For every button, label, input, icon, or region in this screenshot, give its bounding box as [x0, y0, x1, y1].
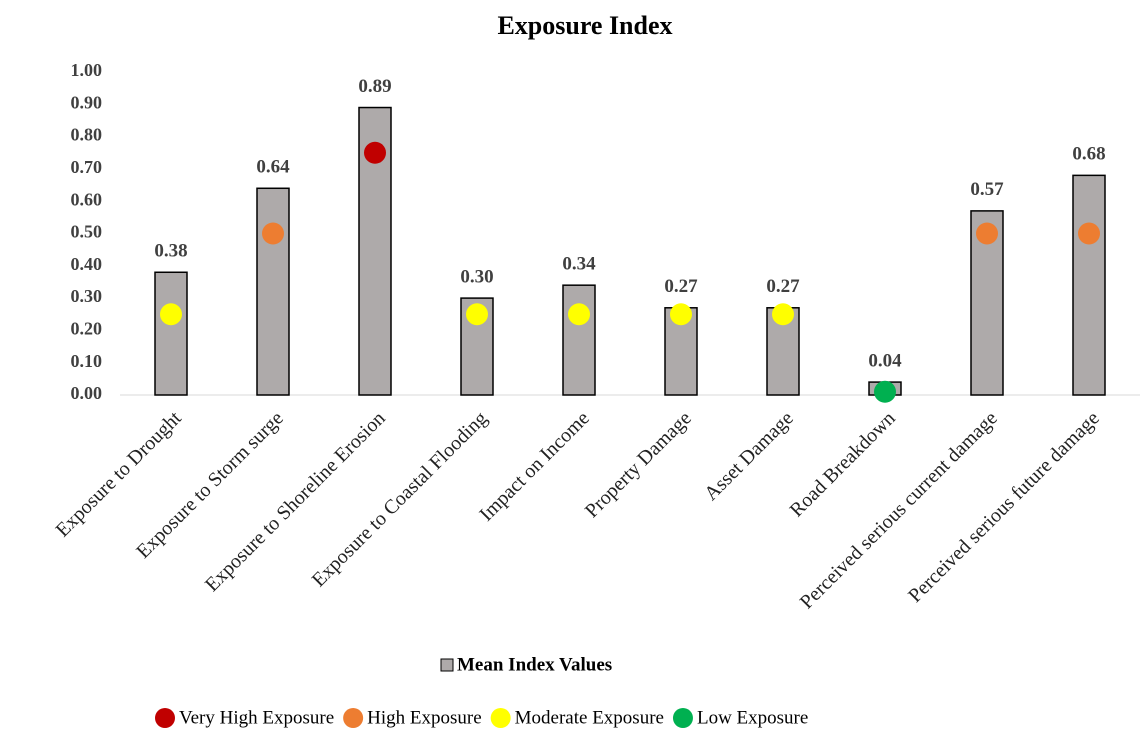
- exposure-dot: [670, 303, 692, 326]
- data-label: 0.30: [460, 266, 493, 287]
- x-tick-label: Exposure to Coastal Flooding: [308, 407, 492, 591]
- y-tick-label: 0.20: [71, 319, 103, 339]
- exposure-dot: [976, 222, 998, 245]
- legend-label: Low Exposure: [697, 707, 808, 728]
- data-label: 0.57: [970, 179, 1004, 200]
- data-label: 0.68: [1072, 144, 1105, 165]
- x-tick-label: Asset Damage: [700, 407, 798, 505]
- exposure-dot: [364, 141, 386, 164]
- legend-dot: [672, 708, 693, 728]
- data-label: 0.89: [358, 76, 391, 97]
- data-label: 0.64: [256, 157, 290, 178]
- chart-title: Exposure Index: [497, 11, 672, 40]
- y-tick-label: 0.90: [71, 92, 103, 112]
- exposure-dot: [772, 303, 794, 326]
- legend-dot: [343, 708, 364, 728]
- y-tick-label: 0.70: [71, 157, 103, 177]
- data-label: 0.27: [766, 276, 800, 297]
- exposure-dot: [874, 380, 896, 403]
- y-tick-label: 0.10: [71, 351, 103, 371]
- legend-dot: [155, 708, 175, 728]
- bar: [970, 210, 1004, 396]
- bar: [766, 307, 800, 396]
- y-tick-label: 0.30: [71, 286, 103, 306]
- x-tick-label: Road Breakdown: [786, 407, 900, 521]
- data-label: 0.34: [562, 254, 596, 275]
- bar: [1072, 174, 1106, 396]
- legend-label: Moderate Exposure: [515, 707, 664, 728]
- legend-label: Mean Index Values: [457, 654, 612, 675]
- bar: [256, 187, 290, 396]
- legend-label: High Exposure: [367, 707, 482, 728]
- data-label: 0.27: [664, 276, 698, 297]
- x-tick-label: Perceived serious future damage: [904, 407, 1104, 607]
- bar: [562, 284, 596, 396]
- x-tick-label: Perceived serious current damage: [796, 407, 1002, 613]
- y-tick-label: 0.60: [71, 189, 103, 209]
- legend-label: Very High Exposure: [179, 707, 334, 728]
- exposure-dot: [1078, 222, 1100, 245]
- exposure-dot: [568, 303, 590, 326]
- exposure-dot: [262, 222, 284, 245]
- y-tick-label: 1.00: [71, 60, 103, 80]
- y-tick-label: 0.80: [71, 125, 103, 145]
- x-tick-label: Property Damage: [581, 407, 696, 522]
- y-tick-label: 0.00: [71, 383, 103, 403]
- legend-swatch: [440, 658, 454, 672]
- bar: [154, 271, 188, 396]
- y-tick-label: 0.50: [71, 222, 103, 242]
- x-tick-label: Impact on Income: [475, 407, 594, 526]
- exposure-dot: [160, 303, 182, 326]
- data-label: 0.38: [154, 241, 187, 262]
- exposure-dot: [466, 303, 488, 326]
- x-tick-label: Exposure to Shoreline Erosion: [201, 407, 390, 596]
- data-label: 0.04: [868, 350, 902, 371]
- y-tick-label: 0.40: [71, 254, 103, 274]
- legend-dot: [490, 708, 511, 728]
